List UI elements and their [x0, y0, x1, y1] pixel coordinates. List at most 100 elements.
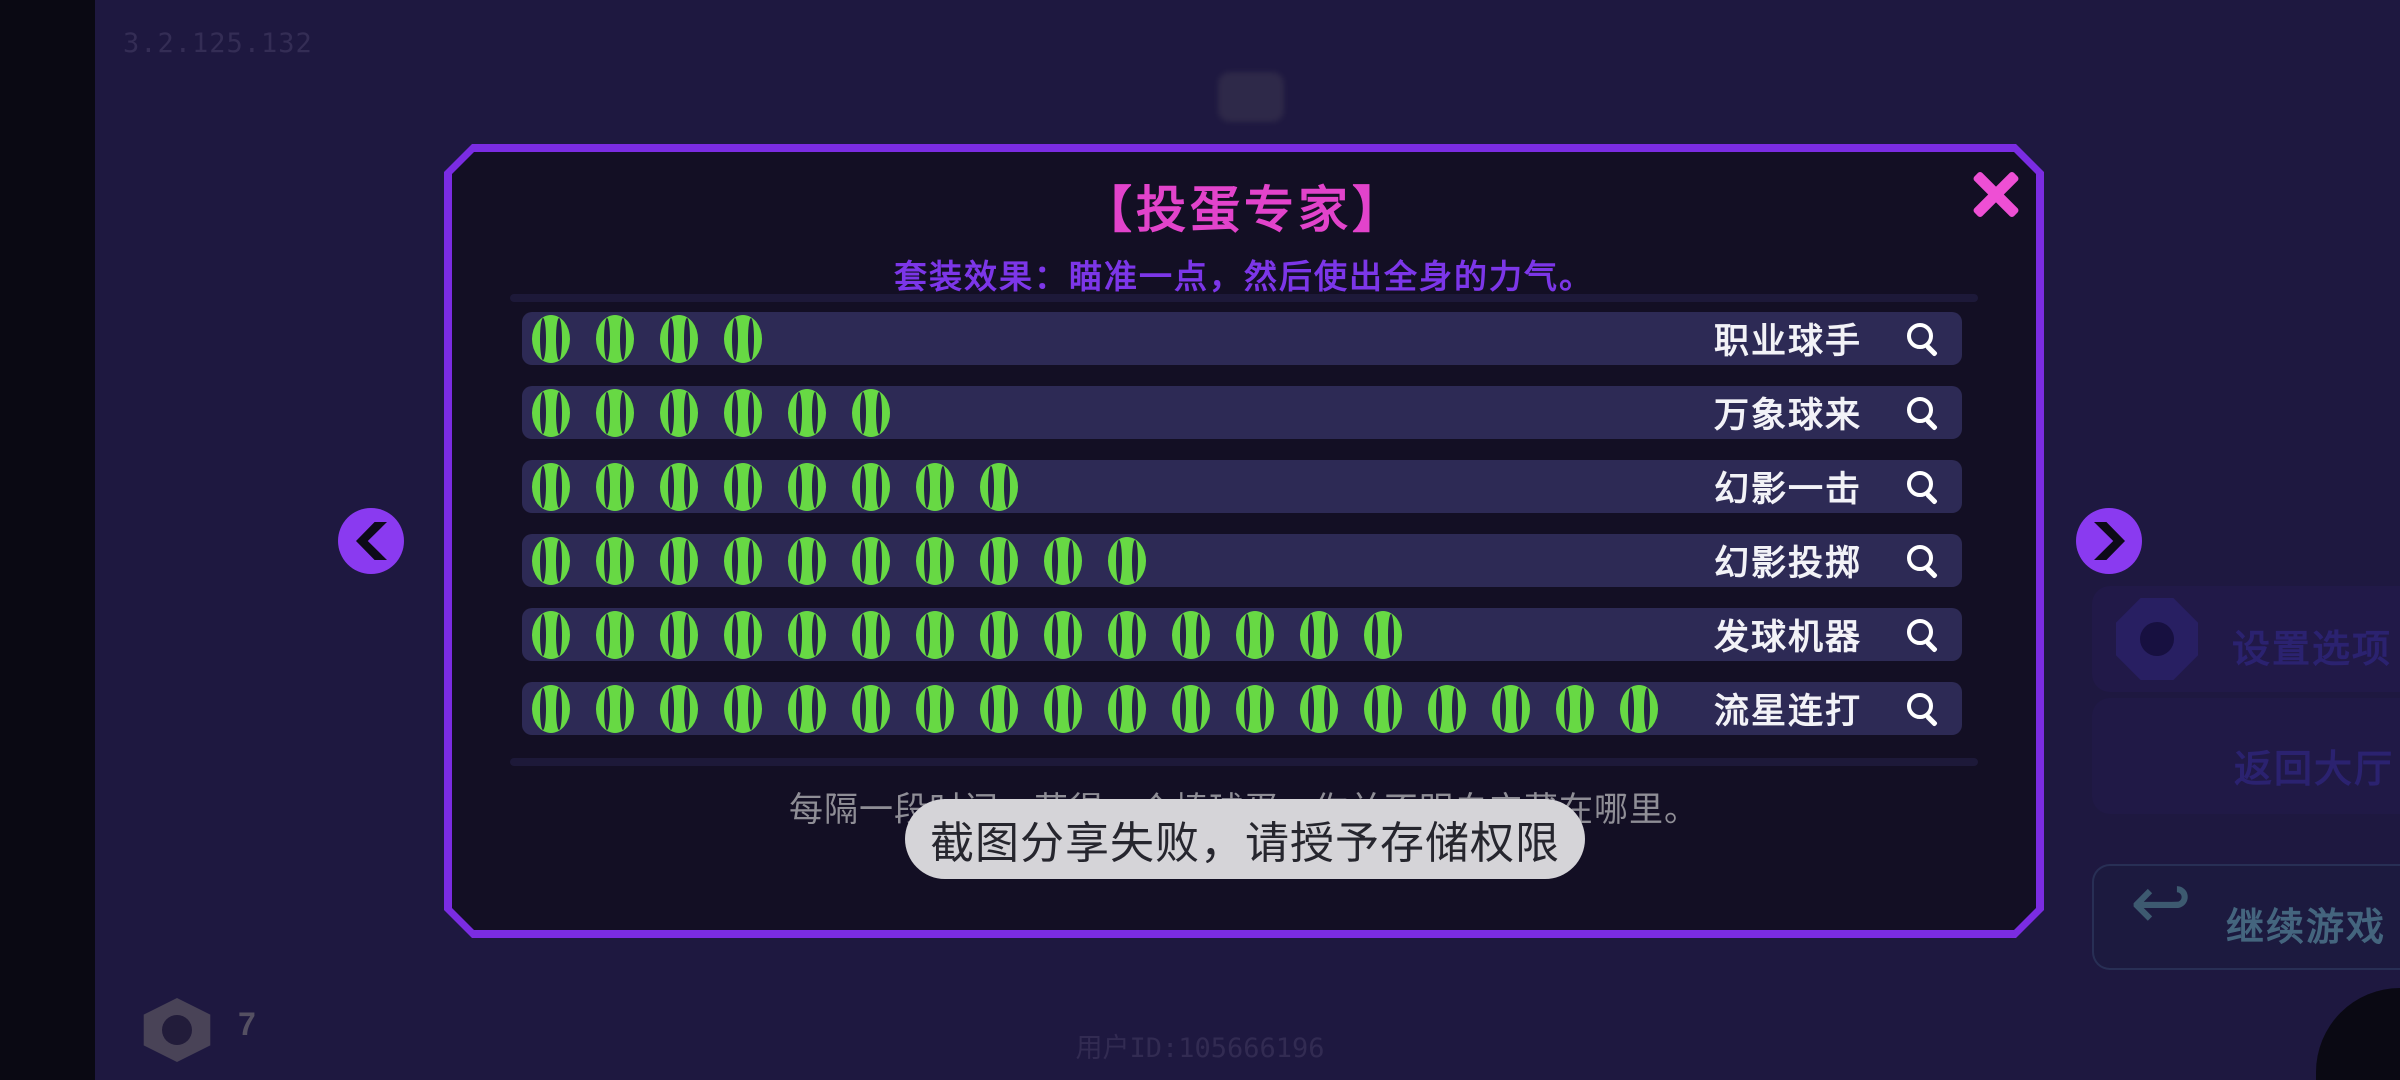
toast-message: 截图分享失败，请授予存储权限 [905, 799, 1585, 879]
gem-count: 7 [238, 1006, 256, 1042]
ball-count-icons [532, 537, 1146, 585]
tennis-ball-icon [980, 611, 1018, 659]
tennis-ball-icon [916, 463, 954, 511]
divider [510, 294, 1978, 302]
tennis-ball-icon [788, 685, 826, 733]
tennis-ball-icon [916, 537, 954, 585]
prev-page-button[interactable] [338, 508, 404, 574]
tennis-ball-icon [788, 537, 826, 585]
skill-name: 幻影投掷 [1713, 544, 1862, 583]
tennis-ball-icon [532, 685, 570, 733]
tennis-ball-icon [724, 315, 762, 363]
tennis-ball-icon [788, 463, 826, 511]
tennis-ball-icon [1044, 537, 1082, 585]
tennis-ball-icon [1172, 685, 1210, 733]
tennis-ball-icon [1364, 685, 1402, 733]
ball-count-icons [532, 611, 1402, 659]
magnifier-icon[interactable] [1906, 544, 1940, 578]
trophy-icon [2120, 706, 2208, 806]
ball-count-icons [532, 315, 762, 363]
tennis-ball-icon [852, 685, 890, 733]
tennis-ball-icon [532, 315, 570, 363]
tennis-ball-icon [532, 537, 570, 585]
tennis-ball-icon [532, 389, 570, 437]
sidebar-item-lobby[interactable]: 返回大厅 [2092, 698, 2400, 814]
tennis-ball-icon [532, 611, 570, 659]
tennis-ball-icon [788, 389, 826, 437]
tennis-ball-icon [1300, 685, 1338, 733]
close-button[interactable] [1968, 166, 2024, 222]
tennis-ball-icon [532, 463, 570, 511]
skill-name: 流星连打 [1713, 692, 1862, 731]
tennis-ball-icon [980, 685, 1018, 733]
tennis-ball-icon [852, 611, 890, 659]
sidebar-item-resume[interactable]: ↩ 继续游戏 [2092, 860, 2400, 970]
tennis-ball-icon [1428, 685, 1466, 733]
skill-row[interactable]: 幻影一击 [522, 460, 1962, 513]
tennis-ball-icon [1108, 537, 1146, 585]
dimmed-background-artifact [1218, 72, 1284, 122]
tennis-ball-icon [1364, 611, 1402, 659]
tennis-ball-icon [724, 611, 762, 659]
set-effect-subtitle: 套装效果：瞄准一点，然后使出全身的力气。 [894, 258, 1594, 295]
chevron-left-icon [356, 522, 387, 560]
resume-arrow-icon: ↩ [2130, 860, 2193, 946]
magnifier-icon[interactable] [1906, 396, 1940, 430]
tennis-ball-icon [1044, 685, 1082, 733]
magnifier-icon[interactable] [1906, 470, 1940, 504]
sidebar-item-label: 返回大厅 [2234, 749, 2395, 791]
tennis-ball-icon [1492, 685, 1530, 733]
sidebar-item-settings[interactable]: 设置选项 [2092, 586, 2400, 692]
skill-row[interactable]: 万象球来 [522, 386, 1962, 439]
tennis-ball-icon [788, 611, 826, 659]
skill-name: 职业球手 [1713, 322, 1862, 361]
tennis-ball-icon [596, 315, 634, 363]
sidebar-item-label: 设置选项 [2232, 629, 2393, 671]
tennis-ball-icon [1108, 611, 1146, 659]
next-page-button[interactable] [2076, 508, 2142, 574]
tennis-ball-icon [596, 463, 634, 511]
tennis-ball-icon [1108, 685, 1146, 733]
tennis-ball-icon [980, 537, 1018, 585]
ball-count-icons [532, 389, 890, 437]
tennis-ball-icon [1044, 611, 1082, 659]
tennis-ball-icon [980, 463, 1018, 511]
tennis-ball-icon [724, 537, 762, 585]
tennis-ball-icon [660, 611, 698, 659]
tennis-ball-icon [1620, 685, 1658, 733]
skill-name: 发球机器 [1713, 618, 1862, 657]
tennis-ball-icon [852, 537, 890, 585]
skill-row[interactable]: 幻影投掷 [522, 534, 1962, 587]
tennis-ball-icon [660, 315, 698, 363]
tennis-ball-icon [916, 685, 954, 733]
modal-body: 【投蛋专家】 套装效果：瞄准一点，然后使出全身的力气。 职业球手 万象球来 幻影一击… [452, 152, 2036, 930]
tennis-ball-icon [1172, 611, 1210, 659]
gear-icon [2116, 598, 2198, 680]
ball-count-icons [532, 463, 1018, 511]
tennis-ball-icon [1236, 611, 1274, 659]
tennis-ball-icon [1300, 611, 1338, 659]
tennis-ball-icon [660, 537, 698, 585]
tennis-ball-icon [852, 463, 890, 511]
tennis-ball-icon [596, 611, 634, 659]
skill-name: 幻影一击 [1713, 470, 1862, 509]
tennis-ball-icon [660, 389, 698, 437]
tennis-ball-icon [660, 463, 698, 511]
user-id-label: 用户ID:105666196 [1075, 1033, 1325, 1064]
magnifier-icon[interactable] [1906, 322, 1940, 356]
skill-row[interactable]: 职业球手 [522, 312, 1962, 365]
skill-list: 职业球手万象球来幻影一击幻影投掷发球机器流星连打 [522, 312, 1962, 735]
tennis-ball-icon [1236, 685, 1274, 733]
sidebar-item-label: 继续游戏 [2226, 907, 2387, 949]
tennis-ball-icon [596, 389, 634, 437]
skill-name: 万象球来 [1713, 396, 1862, 435]
tennis-ball-icon [660, 685, 698, 733]
magnifier-icon[interactable] [1906, 618, 1940, 652]
tennis-ball-icon [1556, 685, 1594, 733]
magnifier-icon[interactable] [1906, 692, 1940, 726]
skill-row[interactable]: 发球机器 [522, 608, 1962, 661]
tennis-ball-icon [596, 685, 634, 733]
skill-row[interactable]: 流星连打 [522, 682, 1962, 735]
tennis-ball-icon [724, 685, 762, 733]
divider [510, 758, 1978, 766]
